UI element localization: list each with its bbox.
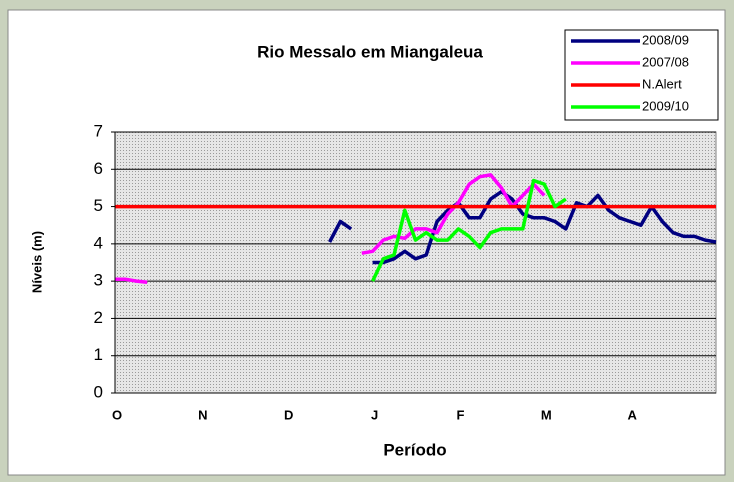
chart-title: Rio Messalo em Miangaleua	[257, 42, 483, 61]
series-line	[328, 189, 717, 265]
x-axis-label: Período	[383, 440, 446, 459]
legend-label: 2009/10	[642, 98, 689, 113]
legend-label: N.Alert	[642, 76, 682, 91]
y-tick-label: 6	[94, 159, 103, 178]
series-line	[115, 173, 546, 285]
x-tick-label: D	[284, 407, 293, 422]
y-tick-label: 5	[94, 196, 103, 215]
legend-label: 2007/08	[642, 54, 689, 69]
x-tick-label: J	[371, 407, 378, 422]
plot-area	[114, 131, 717, 394]
y-tick-label: 1	[94, 345, 103, 364]
y-axis-label: Níveis (m)	[29, 231, 44, 293]
y-tick-label: 4	[94, 233, 103, 252]
x-tick-label: F	[456, 407, 464, 422]
y-tick-label: 2	[94, 308, 103, 327]
x-tick-label: A	[627, 407, 637, 422]
y-tick-label: 3	[94, 271, 103, 290]
legend-label: 2008/09	[642, 32, 689, 47]
x-tick-label: O	[112, 407, 122, 422]
y-tick-label: 7	[94, 121, 103, 140]
y-tick-label: 0	[94, 382, 103, 401]
series-line	[371, 178, 567, 282]
x-tick-label: N	[198, 407, 207, 422]
legend	[564, 29, 719, 121]
x-tick-label: M	[541, 407, 552, 422]
